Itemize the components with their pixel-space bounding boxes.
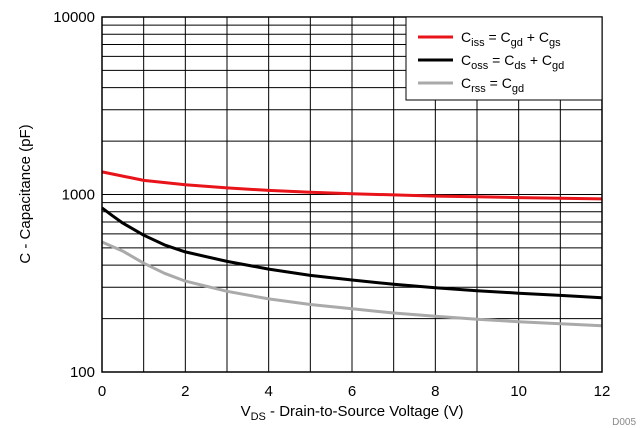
x-tick-label: 8 [431, 383, 439, 400]
x-tick-label: 2 [181, 383, 189, 400]
y-tick-label: 10000 [53, 9, 95, 26]
figure-id: D005 [612, 417, 636, 428]
x-axis-label: VDS - Drain-to-Source Voltage (V) [241, 403, 464, 423]
x-tick-label: 12 [594, 383, 611, 400]
x-tick-label: 6 [348, 383, 356, 400]
y-tick-label: 1000 [62, 187, 95, 204]
y-tick-label: 100 [70, 364, 95, 381]
y-axis-label: C - Capacitance (pF) [17, 124, 34, 263]
x-tick-label: 10 [510, 383, 527, 400]
x-tick-label: 4 [264, 383, 272, 400]
x-tick-label: 0 [98, 383, 106, 400]
